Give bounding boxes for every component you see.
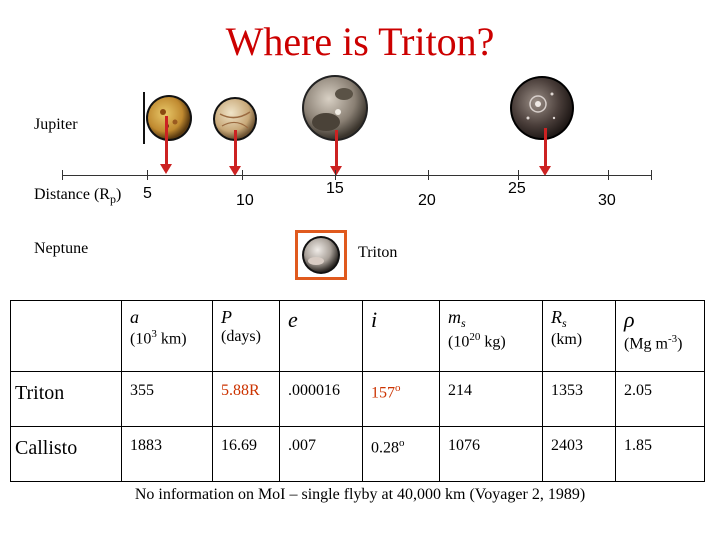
table-row-callisto: Callisto 1883 16.69 .007 0.28o 1076 2403…	[10, 426, 705, 482]
axis-tick	[147, 170, 148, 180]
europa-image	[213, 97, 257, 141]
cell-i: 0.28o	[362, 426, 440, 482]
table-row-triton: Triton 355 5.88R .000016 157o 214 1353 2…	[10, 371, 705, 427]
io-arrow-head-icon	[160, 164, 172, 174]
cell-rho: 1.85	[615, 426, 705, 482]
table-header-cell: a (103 km)	[121, 300, 213, 372]
io-arrow	[165, 116, 168, 166]
callisto-arrow-head-icon	[539, 166, 551, 176]
row-name: Triton	[10, 371, 122, 427]
tick-label-5: 5	[143, 185, 152, 202]
cell-e: .000016	[279, 371, 363, 427]
distance-axis	[62, 175, 652, 176]
table-header-row: a (103 km) P (days) e i ms (1020 kg) Rs (km)…	[10, 300, 705, 372]
axis-tick	[651, 170, 652, 180]
tick-label-10: 10	[236, 192, 254, 209]
distance-label: Distance (Rp)	[34, 186, 122, 207]
axis-tick	[62, 170, 63, 180]
ganymede-arrow-head-icon	[330, 166, 342, 176]
axis-tick	[428, 170, 429, 180]
table-header-cell: i	[362, 300, 440, 372]
table-header-cell: P (days)	[212, 300, 280, 372]
callisto-arrow	[544, 128, 547, 168]
table-header-cell	[10, 300, 122, 372]
axis-tick	[335, 170, 336, 180]
tick-label-30: 30	[598, 192, 616, 209]
cell-e: .007	[279, 426, 363, 482]
table-header-cell: ms (1020 kg)	[439, 300, 543, 372]
table-header-cell: Rs (km)	[542, 300, 616, 372]
callisto-image	[510, 76, 574, 140]
row-name: Callisto	[10, 426, 122, 482]
tick-label-15: 15	[326, 180, 344, 197]
io-image	[143, 92, 193, 144]
cell-rs: 2403	[542, 426, 616, 482]
table-header-cell: e	[279, 300, 363, 372]
cell-rho: 2.05	[615, 371, 705, 427]
footnote: No information on MoI – single flyby at …	[134, 486, 586, 503]
ganymede-image	[302, 75, 368, 141]
tick-label-20: 20	[418, 192, 436, 209]
europa-arrow-head-icon	[229, 166, 241, 176]
cell-period: 16.69	[212, 426, 280, 482]
triton-label: Triton	[358, 244, 398, 261]
cell-i: 157o	[362, 371, 440, 427]
cell-a: 355	[121, 371, 213, 427]
axis-tick	[518, 170, 519, 180]
axis-tick	[242, 170, 243, 180]
neptune-label: Neptune	[34, 240, 89, 257]
triton-image	[298, 233, 344, 277]
axis-tick	[608, 170, 609, 180]
page-title: Where is Triton?	[225, 19, 495, 64]
tick-label-25: 25	[508, 180, 526, 197]
data-table: a (103 km) P (days) e i ms (1020 kg) Rs (km)…	[10, 300, 705, 482]
triton-highlight-box	[295, 230, 347, 280]
cell-ms: 1076	[439, 426, 543, 482]
cell-ms: 214	[439, 371, 543, 427]
ganymede-arrow	[335, 130, 338, 168]
cell-a: 1883	[121, 426, 213, 482]
jupiter-label: Jupiter	[34, 116, 78, 133]
cell-rs: 1353	[542, 371, 616, 427]
cell-period: 5.88R	[212, 371, 280, 427]
table-header-cell: ρ (Mg m-3)	[615, 300, 705, 372]
europa-arrow	[234, 130, 237, 168]
